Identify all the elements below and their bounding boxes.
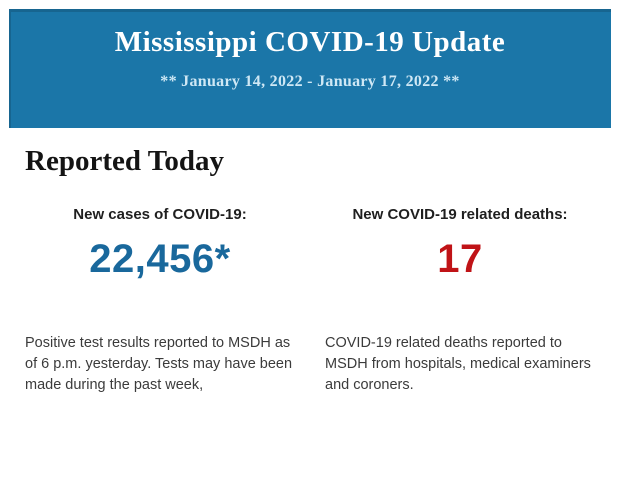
stat-new-cases: New cases of COVID-19: 22,456* Positive … [25,206,295,396]
covid-update-page: Mississippi COVID-19 Update ** January 1… [0,9,620,483]
new-deaths-value: 17 [437,237,483,281]
section-title-reported-today: Reported Today [25,145,225,177]
new-cases-description: Positive test results reported to MSDH a… [25,335,293,393]
new-cases-label: New cases of COVID-19: [73,206,247,223]
stats-row: New cases of COVID-19: 22,456* Positive … [25,206,595,396]
page-title: Mississippi COVID-19 Update [114,26,506,58]
new-deaths-label: New COVID-19 related deaths: [352,206,568,223]
new-cases-value: 22,456* [89,237,231,281]
date-range: ** January 14, 2022 - January 17, 2022 *… [160,73,460,90]
new-deaths-description: COVID-19 related deaths reported to MSDH… [325,335,591,393]
stat-new-deaths: New COVID-19 related deaths: 17 COVID-19… [325,206,595,396]
header-banner: Mississippi COVID-19 Update ** January 1… [9,9,611,128]
